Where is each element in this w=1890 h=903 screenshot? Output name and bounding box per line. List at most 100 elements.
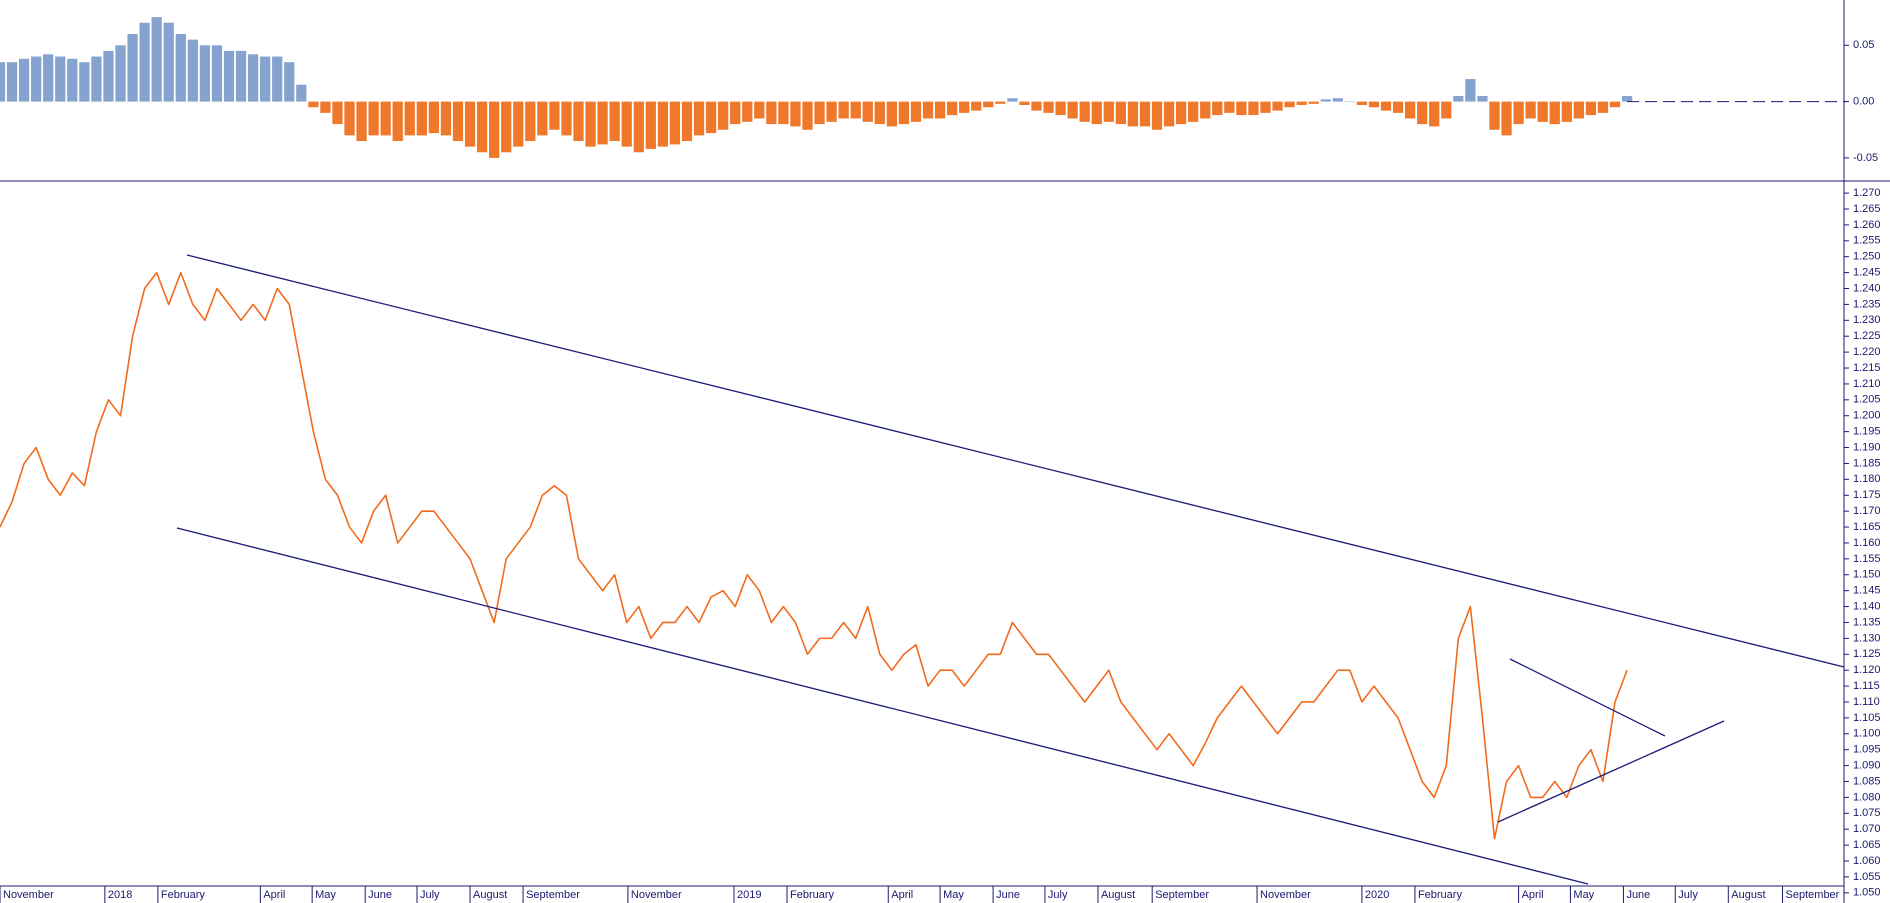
y-tick-label: 1.215 — [1853, 362, 1881, 374]
oscillator-bar — [814, 101, 825, 125]
x-tick-label: April — [1522, 889, 1544, 901]
trend-line — [176, 527, 1589, 885]
oscillator-bar — [1585, 101, 1597, 116]
oscillator-bar — [1597, 101, 1609, 113]
trend-line — [1509, 658, 1666, 737]
oscillator-bar — [1055, 101, 1066, 116]
oscillator-bar — [139, 22, 150, 102]
x-tick-label: November — [631, 889, 682, 901]
trend-lines — [176, 254, 1845, 885]
oscillator-bar — [1296, 101, 1307, 105]
x-tick-label: August — [473, 889, 507, 901]
y-tick-label: 1.080 — [1853, 791, 1881, 803]
oscillator-bar — [416, 101, 427, 136]
oscillator-bar — [1212, 101, 1223, 116]
y-tick-label: 1.160 — [1853, 537, 1881, 549]
y-tick-label: 1.095 — [1853, 744, 1881, 756]
oscillator-bar — [886, 101, 897, 127]
oscillator-bar — [1549, 101, 1560, 125]
oscillator-bar — [223, 50, 235, 102]
y-tick-label: 1.165 — [1853, 521, 1881, 533]
y-tick-label: 1.130 — [1853, 632, 1881, 644]
oscillator-bar — [55, 56, 66, 102]
y-tick-label: 1.205 — [1853, 394, 1881, 406]
x-tick-label: July — [1048, 889, 1068, 901]
oscillator-bar — [898, 101, 910, 125]
oscillator-bar — [1344, 101, 1355, 103]
y-tick-label: 1.230 — [1853, 314, 1881, 326]
oscillator-bar — [621, 101, 632, 147]
oscillator-bar — [356, 101, 367, 142]
oscillator-bar — [1043, 101, 1054, 113]
oscillator-bar — [1260, 101, 1271, 113]
x-tick-label: June — [1626, 889, 1650, 901]
oscillator-bar — [1537, 101, 1548, 122]
y-tick-label: 1.100 — [1853, 728, 1881, 740]
oscillator-bar — [464, 101, 476, 147]
oscillator-bar — [368, 101, 379, 136]
oscillator-bar — [922, 101, 934, 119]
oscillator-bar — [1151, 101, 1163, 130]
oscillator-bar — [1453, 95, 1464, 102]
oscillator-bar — [1188, 101, 1199, 122]
oscillator-bar — [1031, 101, 1042, 111]
x-tick-label: September — [526, 889, 580, 901]
oscillator-bar — [296, 84, 307, 102]
oscillator-bar — [67, 58, 78, 102]
oscillator-bar — [1007, 98, 1018, 102]
oscillator-bar — [284, 62, 295, 102]
y-tick-label: 1.135 — [1853, 616, 1881, 628]
y-tick-label: 1.050 — [1853, 887, 1881, 899]
oscillator-bar — [1272, 101, 1283, 111]
oscillator-bar — [1139, 101, 1151, 127]
oscillator-bar — [1248, 101, 1259, 116]
oscillator-bar — [1429, 101, 1440, 127]
oscillator-bar — [1103, 101, 1114, 122]
oscillator-bar — [392, 101, 403, 142]
y-tick-label: 1.145 — [1853, 585, 1881, 597]
oscillator-bar — [826, 101, 837, 122]
oscillator-bar — [1091, 101, 1102, 125]
oscillator-bar — [1417, 101, 1428, 125]
oscillator-bar — [163, 22, 174, 102]
x-tick-label: November — [3, 889, 54, 901]
oscillator-bar — [428, 101, 440, 134]
oscillator-bar — [31, 56, 42, 102]
oscillator-bar — [1609, 101, 1621, 108]
y-tick-label: 1.260 — [1853, 219, 1881, 231]
x-tick-label: September — [1786, 889, 1840, 901]
oscillator-bar — [850, 101, 861, 119]
oscillator-bar — [910, 101, 922, 122]
oscillator-bar — [1356, 101, 1368, 105]
oscillator-bar — [43, 54, 54, 102]
oscillator-bar — [874, 101, 885, 125]
oscillator-bar — [380, 101, 391, 136]
oscillator-bar — [1332, 98, 1343, 102]
oscillator-bar — [1308, 101, 1319, 104]
oscillator-bar — [6, 62, 18, 102]
x-tick-label: November — [1260, 889, 1311, 901]
y-tick-label: 1.245 — [1853, 267, 1881, 279]
oscillator-bar — [513, 101, 524, 147]
x-tick-label: June — [996, 889, 1020, 901]
oscillator-bar — [959, 101, 970, 113]
y-tick-label: 1.065 — [1853, 839, 1881, 851]
oscillator-bar — [476, 101, 488, 153]
y-tick-label: 1.255 — [1853, 235, 1881, 247]
oscillator-bar — [1236, 101, 1247, 116]
y-tick-label: 1.140 — [1853, 600, 1881, 612]
oscillator-bar — [1489, 101, 1500, 130]
oscillator-bar — [681, 101, 693, 142]
x-tick-label: 2018 — [108, 889, 132, 901]
y-tick-label: 1.115 — [1853, 680, 1880, 692]
oscillator-bar — [1392, 101, 1404, 113]
oscillator-bar — [1284, 101, 1295, 108]
y-tick-label: 1.060 — [1853, 855, 1881, 867]
oscillator-bar — [790, 101, 801, 127]
oscillator-bar — [754, 101, 765, 119]
oscillator-bar — [705, 101, 717, 134]
x-tick-label: May — [1573, 889, 1594, 901]
y-tick-label: 1.125 — [1853, 648, 1881, 660]
oscillator-bar — [742, 101, 753, 122]
